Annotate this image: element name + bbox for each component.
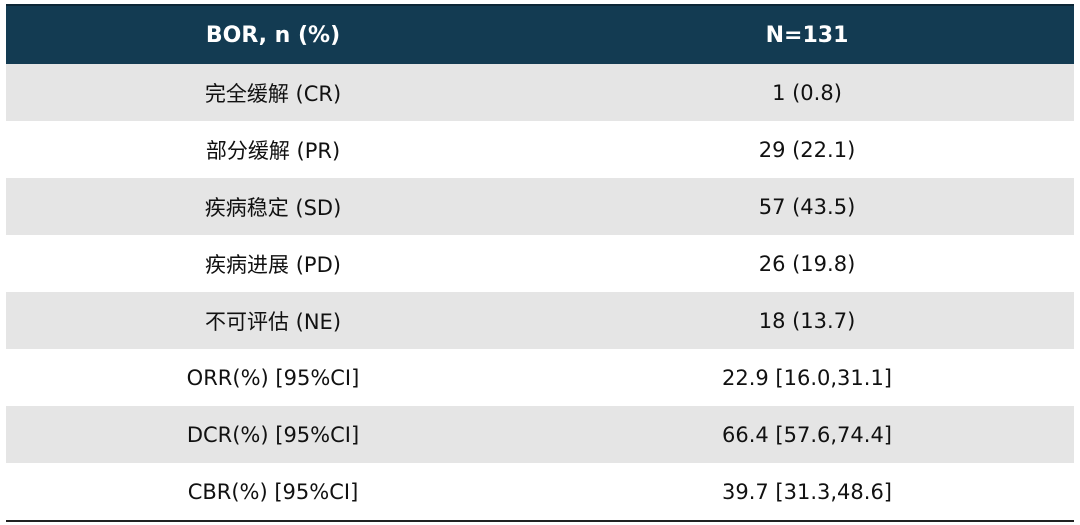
- table-header: BOR, n (%) N=131: [6, 4, 1074, 64]
- table-row: 疾病稳定 (SD) 57 (43.5): [6, 178, 1074, 235]
- table-row: 完全缓解 (CR) 1 (0.8): [6, 64, 1074, 121]
- table-cell: 26 (19.8): [758, 251, 856, 276]
- table-cell: 不可评估 (NE): [6, 292, 540, 349]
- table-row: 不可评估 (NE) 18 (13.7): [6, 292, 1074, 349]
- table-cell: 22.9 [16.0,31.1]: [721, 365, 892, 390]
- table-cell: 1 (0.8): [540, 64, 1074, 121]
- table-cell: 66.4 [57.6,74.4]: [540, 406, 1074, 463]
- header-cell: BOR, n (%): [6, 4, 540, 64]
- table-cell: 完全缓解 (CR): [6, 64, 540, 121]
- table-cell: DCR(%) [95%CI]: [6, 406, 540, 463]
- table-cell: 18 (13.7): [540, 292, 1074, 349]
- table-row: DCR(%) [95%CI] 66.4 [57.6,74.4]: [6, 406, 1074, 463]
- table-cell: 部分缓解 (PR): [205, 138, 341, 163]
- table-body: 完全缓解 (CR) 1 (0.8) 部分缓解 (PR) 29 (22.1) 疾病稳定 (…: [6, 64, 1074, 521]
- header-row: BOR, n (%) N=131: [6, 4, 1074, 64]
- table-row: 部分缓解 (PR) 29 (22.1): [6, 121, 1074, 178]
- header-cell: N=131: [540, 4, 1074, 64]
- results-table: BOR, n (%) N=131 完全缓解 (CR) 1 (0.8) 部分缓解 (PR…: [6, 4, 1074, 522]
- table-cell: 29 (22.1): [758, 137, 856, 162]
- table-cell: CBR(%) [95%CI]: [187, 479, 359, 504]
- table-row: 疾病进展 (PD) 26 (19.8): [6, 235, 1074, 292]
- table-cell: 疾病稳定 (SD): [6, 178, 540, 235]
- table-cell: ORR(%) [95%CI]: [186, 365, 360, 390]
- table-cell: 57 (43.5): [540, 178, 1074, 235]
- table-row: CBR(%) [95%CI] 39.7 [31.3,48.6]: [6, 463, 1074, 521]
- table-row: ORR(%) [95%CI] 22.9 [16.0,31.1]: [6, 349, 1074, 406]
- table-cell: 疾病进展 (PD): [205, 252, 341, 277]
- table-cell: 39.7 [31.3,48.6]: [721, 479, 892, 504]
